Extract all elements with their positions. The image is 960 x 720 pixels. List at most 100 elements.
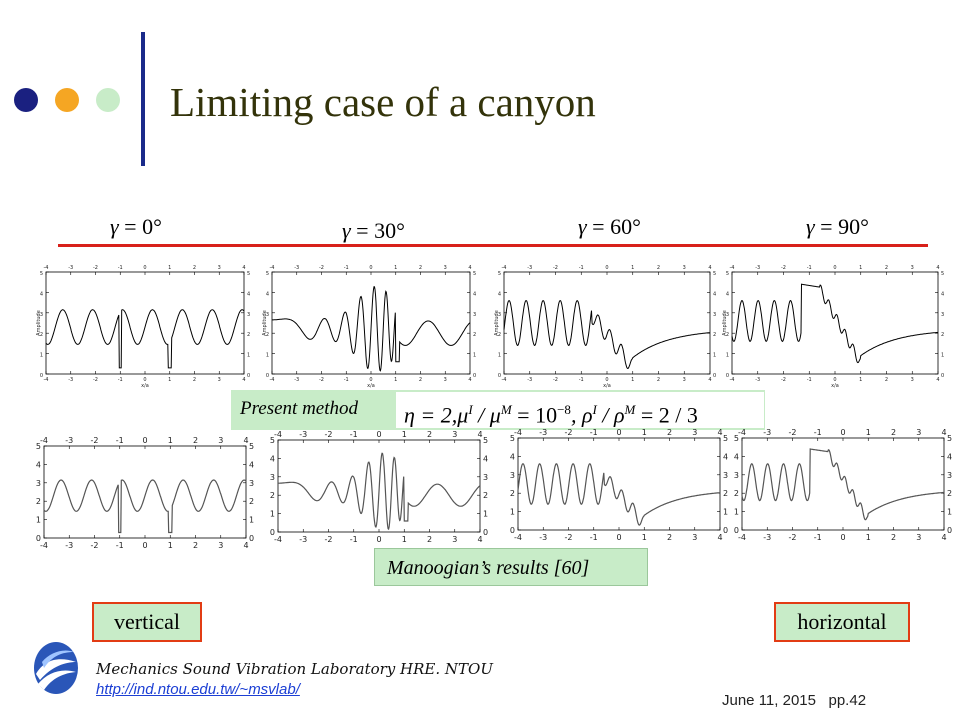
y-tick-label: 2	[40, 332, 43, 338]
curve-line	[45, 309, 245, 369]
y-tick-label: 4	[498, 291, 501, 297]
x-tick-label: 0	[605, 265, 608, 271]
y-tick-label: 0	[734, 526, 739, 535]
orange-dot-icon	[55, 88, 79, 112]
x-tick-label: 0	[833, 265, 836, 271]
x-tick-label: 2	[657, 377, 660, 383]
formula-eq: = 2 / 3	[635, 402, 698, 428]
x-tick-label: -3	[539, 533, 547, 542]
vertical-button[interactable]: vertical	[92, 602, 202, 642]
formula-sup: M	[500, 402, 512, 417]
x-tick-label: -4	[502, 377, 507, 383]
formula-eta: η = 2,	[404, 402, 458, 428]
lab-name: Mechanics Sound Vibration Laboratory HRE…	[96, 660, 493, 678]
x-tick-label: 0	[369, 265, 372, 271]
x-tick-label: 4	[708, 377, 711, 383]
y-tick-label: 2	[734, 489, 739, 498]
curve-line	[503, 299, 711, 370]
lab-url-link[interactable]: http://ind.ntou.edu.tw/~msvlab/	[96, 681, 300, 698]
x-tick-label: 2	[427, 535, 432, 544]
y-tick-label: 0	[498, 373, 501, 379]
x-tick-label: 3	[911, 265, 914, 271]
angle-label-90: γ = 90°	[806, 214, 869, 240]
y-tick-label: 1	[510, 508, 515, 517]
y-tick-label: 2	[36, 497, 41, 506]
light-green-dot-icon	[96, 88, 120, 112]
y-tick-label: 4	[510, 452, 515, 461]
y-tick-label: 3	[247, 312, 250, 318]
y-tick-label: 2	[713, 332, 716, 338]
x-tick-label: 4	[936, 265, 939, 271]
x-tick-label: 4	[477, 535, 482, 544]
x-axis-label: x/a	[831, 383, 839, 388]
x-tick-label: 1	[168, 265, 171, 271]
x-tick-label: 0	[142, 436, 147, 445]
formula-sup: I	[592, 402, 597, 417]
x-tick-label: 4	[242, 265, 245, 271]
x-tick-label: -4	[738, 428, 746, 437]
angle-value: = 90°	[820, 214, 869, 239]
y-axis-label: Amplitude	[494, 310, 500, 336]
x-tick-label: 1	[168, 541, 173, 550]
y-tick-label: 4	[713, 291, 716, 297]
y-tick-label: 4	[947, 452, 952, 461]
y-tick-label: 3	[36, 479, 41, 488]
x-tick-label: 4	[468, 265, 471, 271]
y-tick-label: 1	[473, 353, 476, 359]
x-tick-label: 1	[859, 377, 862, 383]
x-tick-label: 2	[427, 430, 432, 439]
x-tick-label: 3	[683, 377, 686, 383]
x-tick-label: 1	[402, 535, 407, 544]
x-tick-label: 4	[243, 541, 248, 550]
footer-date: June 11, 2015	[722, 692, 816, 709]
x-tick-label: -3	[763, 428, 771, 437]
x-tick-label: -3	[527, 265, 532, 271]
x-tick-label: 0	[840, 533, 845, 542]
x-tick-label: 4	[941, 428, 946, 437]
y-tick-label: 0	[947, 526, 952, 535]
y-tick-label: 5	[249, 442, 254, 451]
x-tick-label: 4	[717, 533, 722, 542]
y-tick-label: 1	[249, 516, 254, 525]
gamma-symbol: γ	[806, 214, 815, 239]
y-tick-label: 5	[941, 271, 944, 277]
ntou-wave-logo-icon	[34, 642, 78, 694]
x-tick-label: -4	[730, 265, 735, 271]
x-tick-label: 0	[605, 377, 608, 383]
y-tick-label: 2	[947, 489, 952, 498]
x-tick-label: 4	[936, 377, 939, 383]
x-tick-label: 3	[218, 541, 223, 550]
x-tick-label: -1	[590, 533, 598, 542]
x-tick-label: -4	[514, 428, 522, 437]
x-tick-label: 1	[631, 377, 634, 383]
x-tick-label: -1	[116, 436, 124, 445]
y-tick-label: 0	[36, 534, 41, 543]
curve-line	[278, 452, 481, 531]
page-number: pp.42	[828, 692, 867, 709]
y-tick-label: 0	[510, 526, 515, 535]
x-tick-label: -1	[807, 265, 812, 271]
y-tick-label: 1	[483, 510, 488, 519]
y-tick-label: 2	[473, 332, 476, 338]
x-tick-label: -2	[93, 265, 98, 271]
x-tick-label: -1	[579, 377, 584, 383]
x-tick-label: 0	[616, 428, 621, 437]
x-tick-label: 4	[477, 430, 482, 439]
y-tick-label: 5	[266, 271, 269, 277]
x-axis-label: x/a	[603, 383, 611, 388]
formula-mu2: μ	[489, 402, 501, 428]
x-tick-label: -2	[91, 541, 99, 550]
x-tick-label: -2	[565, 428, 573, 437]
y-tick-label: 3	[941, 312, 944, 318]
x-tick-label: -3	[755, 265, 760, 271]
y-tick-label: 3	[249, 479, 254, 488]
x-tick-label: 4	[243, 436, 248, 445]
formula-sup: M	[624, 402, 636, 417]
x-tick-label: -1	[579, 265, 584, 271]
x-tick-label: -2	[789, 428, 797, 437]
horizontal-button[interactable]: horizontal	[774, 602, 910, 642]
y-tick-label: 2	[941, 332, 944, 338]
x-tick-label: 3	[692, 428, 697, 437]
formula-rho: ρ	[576, 402, 593, 428]
